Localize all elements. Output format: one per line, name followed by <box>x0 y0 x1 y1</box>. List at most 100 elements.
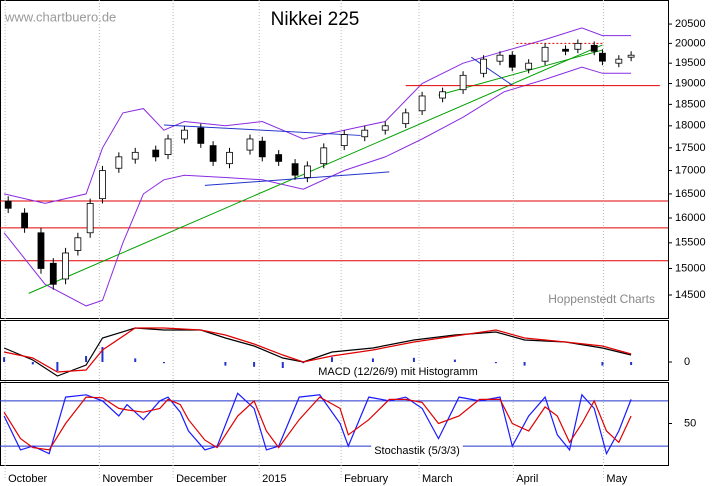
x-tick-label: February <box>344 473 389 485</box>
chart-title: Nikkei 225 <box>271 9 360 30</box>
y-tick-label: 17500 <box>675 142 706 154</box>
candle-body <box>574 42 582 50</box>
candle-body <box>459 74 467 91</box>
candle-body <box>508 54 516 68</box>
candle-body <box>258 140 266 158</box>
candle-body <box>181 129 188 140</box>
candle-body <box>525 62 533 70</box>
y-tick-label: 17000 <box>675 164 706 176</box>
plot <box>3 27 660 456</box>
candle-body <box>480 58 487 74</box>
candle-body <box>246 138 254 151</box>
bollinger-lower <box>3 66 632 307</box>
candle-body <box>226 151 233 165</box>
candle-body <box>599 52 606 62</box>
y-tick-label: 20000 <box>675 37 706 49</box>
x-tick-label: October <box>8 473 47 485</box>
histogram-bar <box>330 357 333 362</box>
x-tick-label: 2015 <box>262 473 286 485</box>
candle-body <box>303 165 311 178</box>
trend-line <box>28 44 603 294</box>
histogram-bar <box>224 362 227 366</box>
candle-body <box>381 125 389 131</box>
candle-body <box>275 154 283 162</box>
candle-body <box>74 237 82 251</box>
series-line <box>3 327 632 377</box>
series-line <box>3 327 632 373</box>
y-tick-label: 19500 <box>675 57 706 69</box>
histogram-bar <box>253 362 256 367</box>
series-line <box>3 396 632 451</box>
candle-body <box>340 134 348 147</box>
histogram-bar <box>31 362 34 365</box>
trend-line <box>163 124 361 136</box>
histogram-bar <box>523 362 526 366</box>
candle-body <box>627 54 635 58</box>
candle-body <box>291 163 299 176</box>
panel-frame <box>0 0 669 319</box>
histogram-bar <box>85 356 88 362</box>
candle-body <box>62 252 69 280</box>
candle-body <box>562 48 569 52</box>
y-tick-label: 18000 <box>675 120 706 132</box>
candle-body <box>402 112 410 125</box>
x-tick-label: March <box>422 473 453 485</box>
candle-body <box>590 44 598 52</box>
histogram-bar <box>412 357 415 362</box>
y-tick-label: 50 <box>684 417 696 429</box>
histogram-bar <box>56 362 59 371</box>
y-tick-label: 16000 <box>675 212 706 224</box>
candle-body <box>320 147 328 165</box>
candle-body <box>418 95 426 112</box>
y-tick-label: 16500 <box>675 188 706 200</box>
grid <box>0 0 672 478</box>
panel-label-bg <box>371 444 463 458</box>
candle-body <box>37 232 45 269</box>
histogram-bar <box>371 358 374 362</box>
y-tick-label: 19000 <box>675 77 706 89</box>
x-tick-label: May <box>606 473 627 485</box>
trend-line <box>204 171 390 186</box>
candle-body <box>131 151 139 160</box>
candle-body <box>439 91 447 99</box>
candle-body <box>361 129 369 138</box>
bollinger-upper <box>3 27 632 204</box>
candle-body <box>496 54 504 62</box>
histogram-bar <box>601 362 604 366</box>
candle-body <box>615 58 623 64</box>
candle-body <box>99 170 106 200</box>
panel-frame <box>0 320 669 381</box>
candle-body <box>164 138 172 155</box>
candle-body <box>209 145 217 162</box>
histogram-bar <box>162 362 165 364</box>
candle-body <box>197 127 205 144</box>
source: www.chartbuero.de <box>4 9 116 24</box>
candle-body <box>21 212 28 229</box>
candle-body <box>4 200 12 209</box>
candle-body <box>86 203 94 234</box>
y-tick-label: 0 <box>684 356 690 368</box>
panel-label: MACD (12/26/9) mit Histogramm <box>318 366 478 378</box>
candle-body <box>152 149 160 158</box>
y-tick-label: 18500 <box>675 98 706 110</box>
histogram-bar <box>453 359 456 362</box>
y-tick-label: 14500 <box>675 289 706 301</box>
x-tick-label: December <box>176 473 227 485</box>
x-tick-label: April <box>516 473 538 485</box>
y-tick-label: 15500 <box>675 237 706 249</box>
y-tick-label: 20500 <box>675 18 706 30</box>
panel-label: Stochastik (5/3/3) <box>374 445 460 457</box>
y-tick-label: 15000 <box>675 262 706 274</box>
histogram-bar <box>134 358 137 362</box>
histogram-bar <box>281 362 284 368</box>
labels: 14500 15000 15500 16000 16500 17000 17500 18000… <box>4 9 706 485</box>
candle-body <box>115 156 123 169</box>
panel-label-bg <box>315 365 481 379</box>
trend-line <box>471 56 513 86</box>
histogram-bar <box>630 362 633 365</box>
histogram-bar <box>494 362 497 364</box>
candle-body <box>49 262 57 285</box>
candle-body <box>541 46 549 62</box>
